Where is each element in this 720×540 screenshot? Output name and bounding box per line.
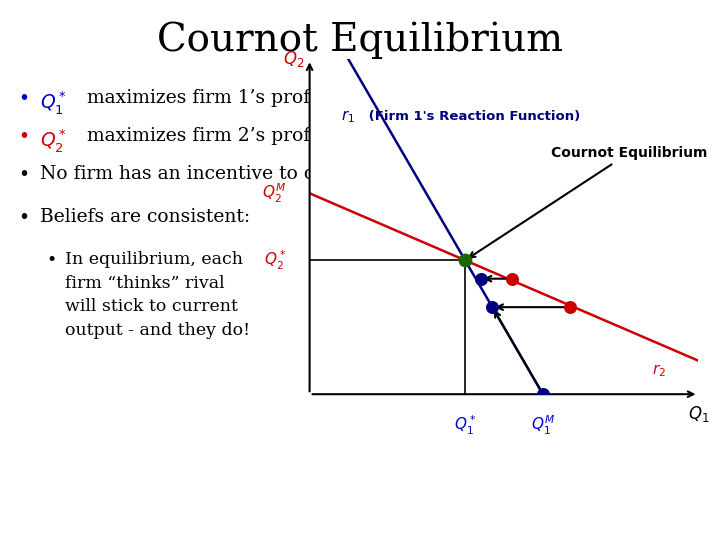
Text: $Q_2^M$: $Q_2^M$ (262, 182, 287, 205)
Text: $Q_2^*$: $Q_2^*$ (511, 89, 538, 116)
Text: $Q_2^*$: $Q_2^*$ (40, 127, 66, 154)
Text: Cournot Equilibrium: Cournot Equilibrium (469, 146, 707, 258)
Text: maximizes firm 2’s profits, given that firm 1 produces: maximizes firm 2’s profits, given that f… (81, 127, 603, 145)
Text: $Q_2$: $Q_2$ (284, 49, 305, 70)
Text: •: • (47, 251, 57, 269)
Text: $Q_1^*$: $Q_1^*$ (454, 414, 476, 437)
Point (459, 256, 471, 265)
Text: $Q_1^*$: $Q_1^*$ (511, 127, 538, 154)
Text: $r_1$: $r_1$ (341, 108, 355, 125)
Point (564, 303, 576, 312)
Text: (Firm 1's Reaction Function): (Firm 1's Reaction Function) (364, 110, 580, 123)
Text: $Q_2^*$: $Q_2^*$ (264, 249, 287, 272)
Text: $Q_1$: $Q_1$ (688, 404, 709, 424)
Point (506, 274, 518, 283)
Text: In equilibrium, each
firm “thinks” rival
will stick to current
output - and they: In equilibrium, each firm “thinks” rival… (65, 251, 250, 339)
Text: •: • (18, 165, 29, 184)
Text: Cournot Equilibrium: Cournot Equilibrium (157, 22, 563, 59)
Text: $Q_1^*$: $Q_1^*$ (40, 89, 66, 116)
Point (475, 274, 487, 283)
Text: $r_2$: $r_2$ (652, 362, 666, 379)
Text: $Q_1^M$: $Q_1^M$ (531, 414, 555, 437)
Text: Beliefs are consistent:: Beliefs are consistent: (40, 208, 250, 226)
Point (537, 390, 549, 399)
Text: No firm has an incentive to change output, given rival’s output: No firm has an incentive to change outpu… (40, 165, 636, 183)
Point (487, 303, 498, 312)
Text: •: • (18, 127, 29, 146)
Text: •: • (18, 208, 29, 227)
Text: •: • (18, 89, 29, 108)
Text: maximizes firm 1’s profits, given that firm 2 produces: maximizes firm 1’s profits, given that f… (81, 89, 603, 107)
